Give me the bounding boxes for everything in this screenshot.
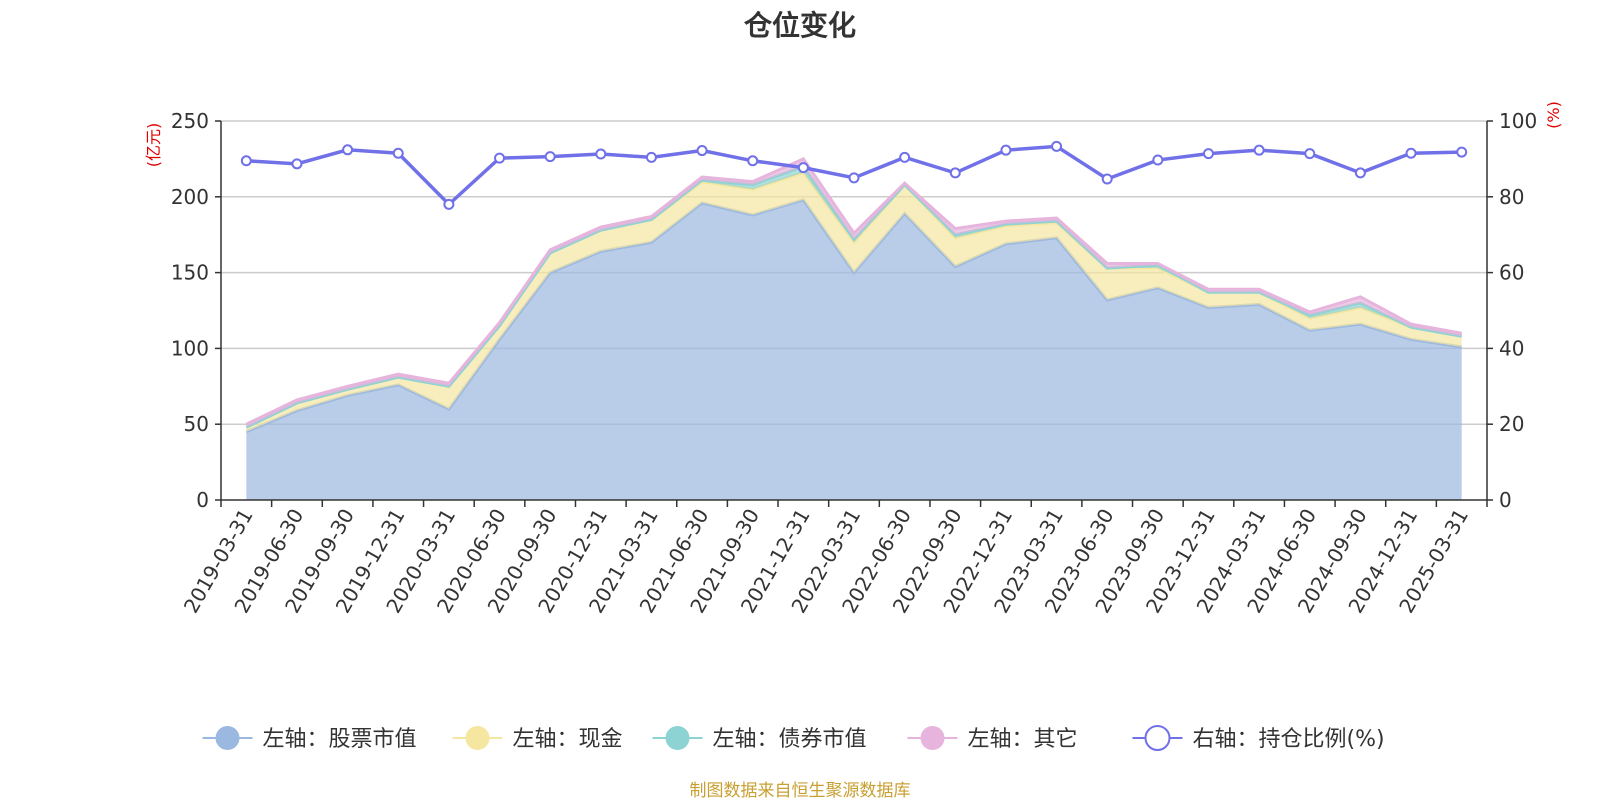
left-axis-unit: (亿元)	[144, 123, 163, 168]
left-tick-label: 0	[196, 488, 209, 512]
ratio-point	[645, 151, 657, 163]
ratio-point	[1202, 148, 1214, 160]
ratio-point	[291, 158, 303, 170]
ratio-point	[240, 155, 252, 167]
ratio-point	[797, 162, 809, 174]
ratio-point	[899, 151, 911, 163]
legend: 左轴：股票市值 左轴：现金 左轴：债券市值 左轴：其它 右轴：持仓比例(%)	[202, 725, 1385, 752]
ratio-point	[342, 144, 354, 156]
legend-label: 右轴：持仓比例(%)	[1193, 727, 1385, 752]
ratio-point	[1051, 140, 1063, 152]
ratio-point	[595, 148, 607, 160]
ratio-point	[1354, 167, 1366, 179]
legend-marker	[1144, 725, 1171, 751]
right-tick-label: 40	[1499, 336, 1524, 360]
legend-marker	[920, 726, 945, 750]
right-tick-label: 0	[1499, 488, 1512, 512]
ratio-point	[696, 145, 708, 157]
legend-marker	[665, 726, 690, 750]
left-tick-label: 250	[171, 109, 209, 133]
ratio-line-layer	[240, 140, 1468, 210]
ratio-point	[544, 151, 556, 163]
data-source-note: 制图数据来自恒生聚源数据库	[689, 781, 911, 801]
chart-title: 仓位变化	[743, 9, 856, 42]
stacked-areas	[245, 157, 1462, 500]
legend-label: 左轴：现金	[513, 727, 623, 752]
right-tick-label: 80	[1499, 185, 1524, 209]
legend-marker	[215, 726, 240, 750]
legend-label: 左轴：股票市值	[263, 727, 417, 752]
legend-label: 左轴：其它	[968, 727, 1078, 752]
ratio-point	[1456, 146, 1468, 158]
ratio-point	[443, 198, 455, 210]
area-左轴：现金	[246, 172, 1462, 432]
ratio-point	[949, 167, 961, 179]
left-tick-label: 200	[171, 185, 209, 209]
left-tick-label: 150	[171, 261, 209, 285]
ratio-point	[1304, 148, 1316, 160]
left-tick-label: 100	[171, 336, 209, 360]
left-tick-label: 50	[184, 412, 209, 436]
right-tick-label: 60	[1499, 261, 1524, 285]
right-tick-label: 100	[1499, 109, 1537, 133]
ratio-point	[848, 172, 860, 184]
ratio-point	[1101, 173, 1113, 185]
ratio-point	[494, 152, 506, 164]
ratio-point	[1000, 144, 1012, 156]
ratio-point	[747, 155, 759, 167]
ratio-point	[1405, 147, 1417, 159]
ratio-point	[1152, 154, 1164, 166]
legend-label: 左轴：债券市值	[713, 727, 867, 752]
area-edge-左轴：其它	[245, 157, 1462, 426]
right-axis-unit: (%)	[1544, 101, 1563, 129]
ratio-point	[392, 147, 404, 159]
ratio-point	[1253, 144, 1265, 156]
right-tick-label: 20	[1499, 412, 1524, 436]
legend-marker	[465, 726, 490, 750]
